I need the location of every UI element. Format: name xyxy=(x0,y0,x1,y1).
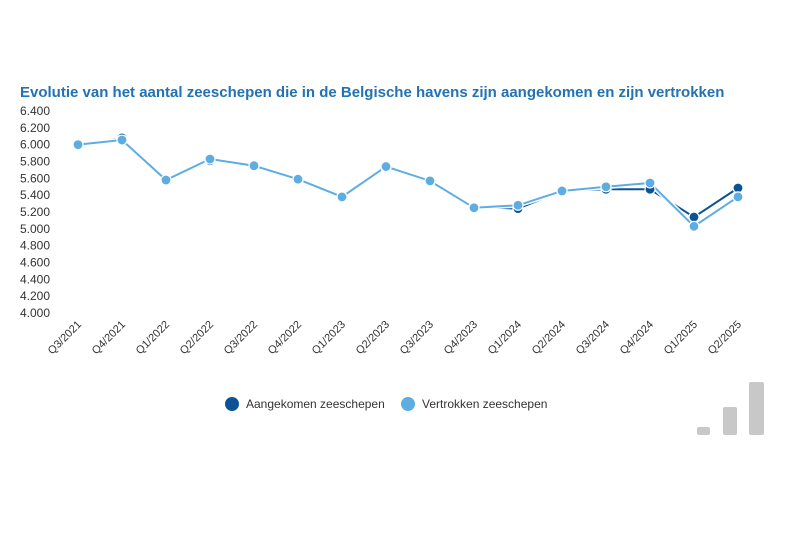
x-tick-label: Q4/2022 xyxy=(266,319,304,357)
y-tick-label: 4.000 xyxy=(20,306,50,320)
x-tick-label: Q1/2022 xyxy=(134,319,172,357)
x-tick-label: Q2/2023 xyxy=(354,319,392,357)
chart-title: Evolutie van het aantal zeeschepen die i… xyxy=(20,84,725,101)
y-tick-label: 4.200 xyxy=(20,289,50,303)
x-tick-label: Q1/2025 xyxy=(662,319,700,357)
bar-chart-icon-bar xyxy=(723,407,737,435)
y-tick-label: 5.200 xyxy=(20,205,50,219)
y-tick-label: 6.000 xyxy=(20,138,50,152)
x-tick-label: Q3/2022 xyxy=(222,319,260,357)
data-point[interactable] xyxy=(688,211,700,223)
data-point[interactable] xyxy=(468,202,480,214)
bar-chart-icon-bar xyxy=(749,382,764,435)
data-point[interactable] xyxy=(688,220,700,232)
x-tick-label: Q4/2023 xyxy=(442,319,480,357)
x-tick-label: Q1/2024 xyxy=(486,319,524,357)
data-point[interactable] xyxy=(116,134,128,146)
data-point[interactable] xyxy=(160,174,172,186)
y-tick-label: 4.800 xyxy=(20,239,50,253)
data-point[interactable] xyxy=(644,177,656,189)
bar-chart-icon-bar xyxy=(697,427,710,435)
x-tick-label: Q4/2021 xyxy=(90,319,128,357)
legend-marker xyxy=(401,397,415,411)
data-point[interactable] xyxy=(600,181,612,193)
x-tick-label: Q2/2024 xyxy=(530,319,568,357)
data-point[interactable] xyxy=(380,160,392,173)
data-point[interactable] xyxy=(72,139,84,151)
y-tick-label: 6.200 xyxy=(20,121,50,135)
x-tick-label: Q4/2024 xyxy=(618,319,656,357)
data-point[interactable] xyxy=(292,173,304,185)
y-tick-label: 4.400 xyxy=(20,272,50,286)
x-tick-label: Q1/2023 xyxy=(310,319,348,357)
legend-label: Vertrokken zeeschepen xyxy=(422,397,547,411)
data-point[interactable] xyxy=(512,199,524,211)
y-tick-label: 6.400 xyxy=(20,104,50,118)
y-tick-label: 5.000 xyxy=(20,222,50,236)
x-tick-label: Q2/2025 xyxy=(706,319,744,357)
x-tick-label: Q2/2022 xyxy=(178,319,216,357)
y-tick-label: 4.600 xyxy=(20,256,50,270)
data-point[interactable] xyxy=(204,153,216,165)
x-tick-label: Q3/2021 xyxy=(46,319,84,357)
data-point[interactable] xyxy=(732,191,744,203)
y-tick-label: 5.600 xyxy=(20,171,50,185)
series-line xyxy=(77,138,739,228)
data-point[interactable] xyxy=(248,160,260,172)
data-point[interactable] xyxy=(556,185,568,197)
legend-marker xyxy=(225,397,239,411)
x-tick-label: Q3/2024 xyxy=(574,319,612,357)
data-point[interactable] xyxy=(424,175,436,187)
y-tick-label: 5.800 xyxy=(20,155,50,169)
y-tick-label: 5.400 xyxy=(20,188,50,202)
legend-label: Aangekomen zeeschepen xyxy=(246,397,385,411)
x-tick-label: Q3/2023 xyxy=(398,319,436,357)
data-point[interactable] xyxy=(336,191,348,203)
